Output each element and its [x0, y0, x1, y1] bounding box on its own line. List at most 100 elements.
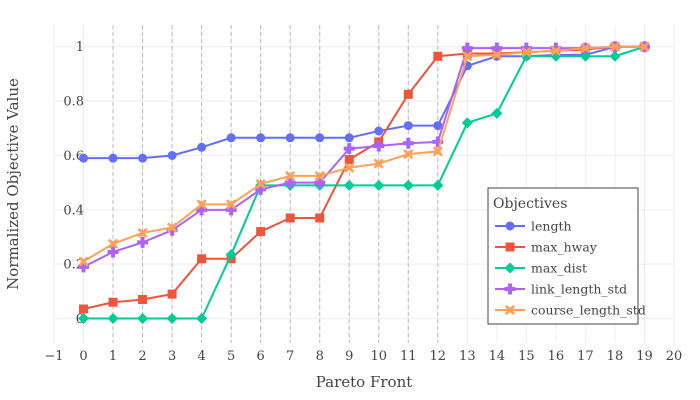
data-point	[314, 177, 326, 189]
series-layer	[78, 41, 650, 325]
data-point	[196, 199, 207, 210]
x-tick-label: 11	[400, 349, 417, 364]
x-tick-label: 19	[636, 349, 653, 364]
data-point	[285, 170, 296, 181]
data-point	[521, 47, 532, 58]
legend-item[interactable]: max_hway	[495, 240, 598, 255]
y-axis-title: Normalized Objective Value	[4, 78, 22, 290]
data-point	[609, 50, 621, 62]
legend-label: max_dist	[531, 261, 587, 276]
data-point	[196, 313, 208, 325]
data-point	[137, 313, 149, 325]
y-tick-label: 0.4	[63, 203, 84, 218]
data-point	[491, 42, 503, 54]
data-point	[344, 155, 354, 165]
data-point	[374, 126, 384, 136]
x-tick-label: 6	[257, 349, 265, 364]
data-point	[433, 121, 443, 131]
data-point	[197, 142, 207, 152]
legend-items: length max_hway max_dist link_length_stdcou…	[495, 219, 646, 318]
data-point	[137, 236, 149, 248]
data-point	[403, 89, 413, 99]
data-point	[373, 179, 385, 191]
data-point	[138, 153, 148, 163]
data-point	[78, 313, 90, 325]
data-point	[315, 213, 325, 223]
data-point	[196, 204, 208, 216]
data-point	[226, 199, 237, 210]
legend-item[interactable]: max_dist	[495, 261, 587, 276]
data-point	[461, 117, 473, 129]
data-point	[107, 313, 119, 325]
series-line	[83, 45, 645, 263]
legend-label: max_hway	[531, 240, 598, 255]
data-point	[256, 227, 266, 237]
x-tick-label: 18	[607, 349, 624, 364]
series-line	[83, 45, 645, 160]
data-point	[402, 179, 414, 191]
data-point	[225, 204, 237, 216]
data-point	[197, 254, 207, 264]
data-point	[78, 261, 90, 273]
x-tick-label: 9	[345, 349, 353, 364]
data-point	[285, 213, 295, 223]
x-tick-label: 3	[168, 349, 176, 364]
data-point	[402, 137, 414, 149]
data-point	[78, 256, 89, 267]
data-point	[167, 289, 177, 299]
data-point	[108, 153, 118, 163]
x-tick-label: 15	[518, 349, 535, 364]
data-point	[403, 121, 413, 131]
data-point	[225, 249, 237, 261]
legend-item[interactable]: link_length_std	[495, 282, 627, 297]
data-point	[344, 162, 355, 173]
legend-label: course_length_std	[531, 303, 646, 318]
legend-item[interactable]: course_length_std	[495, 303, 646, 318]
data-point	[285, 133, 295, 143]
y-tick-label: 0.8	[63, 95, 84, 110]
data-point	[491, 107, 503, 119]
data-point	[580, 43, 591, 54]
data-point	[284, 177, 296, 189]
data-point	[432, 146, 443, 157]
data-point	[255, 179, 266, 189]
data-point	[550, 45, 561, 56]
x-tick-label: 1	[109, 349, 117, 364]
data-point	[462, 51, 473, 62]
vertical-dashed-lines	[112, 25, 439, 343]
x-axis-ticks: −1 0 1 2 3 4 5 6 7 8 9 10 11 12 13 14 15 16 17 18 19 20	[44, 349, 682, 364]
data-point	[255, 183, 267, 195]
data-point	[79, 153, 89, 163]
data-point	[107, 246, 119, 258]
y-tick-label: 0.2	[63, 258, 84, 273]
legend: Objectives length max_hway max_dist link_le…	[487, 187, 646, 325]
legend-swatch-marker	[505, 305, 515, 315]
legend-swatch-marker	[504, 262, 516, 274]
x-tick-label: 17	[577, 349, 594, 364]
data-point	[433, 51, 443, 61]
data-point	[79, 304, 89, 314]
data-point	[166, 224, 178, 236]
data-point	[314, 170, 325, 181]
data-point	[403, 149, 414, 160]
x-tick-label: 7	[286, 349, 294, 364]
data-point	[432, 136, 444, 148]
legend-swatch-marker	[504, 283, 516, 295]
legend-label: link_length_std	[531, 282, 627, 297]
data-point	[373, 158, 384, 169]
x-tick-label: 16	[548, 349, 565, 364]
data-point	[137, 227, 148, 238]
legend-item[interactable]: length	[495, 219, 572, 234]
data-point	[343, 179, 355, 191]
x-tick-label: 13	[459, 349, 476, 364]
y-tick-label: 1	[76, 40, 84, 55]
legend-label: length	[531, 219, 572, 234]
x-tick-label: 4	[197, 349, 205, 364]
data-point	[315, 133, 325, 143]
legend-box	[487, 187, 639, 325]
x-tick-label: −1	[44, 349, 63, 364]
series-link-length-std	[78, 41, 650, 273]
data-point	[256, 133, 266, 143]
legend-swatch-marker	[505, 242, 515, 252]
